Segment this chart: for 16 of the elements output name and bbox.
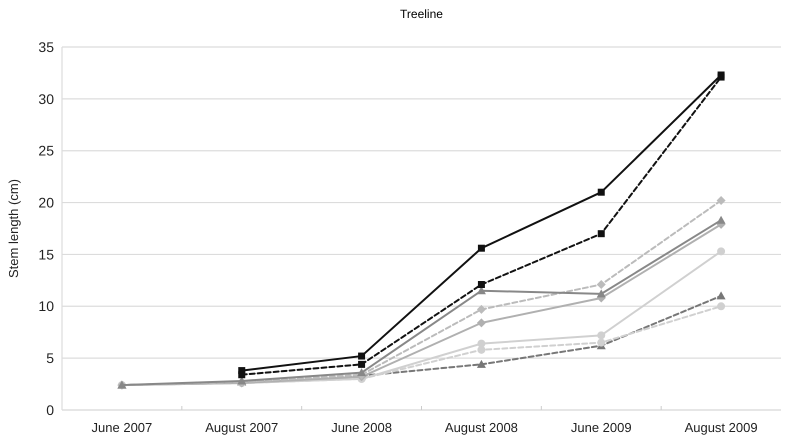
y-tick-label: 10 bbox=[38, 298, 54, 314]
x-tick-label: June 2008 bbox=[331, 420, 392, 435]
x-tick-label: August 2008 bbox=[444, 420, 518, 435]
chart-title: Treeline bbox=[400, 7, 444, 21]
x-tick-label: June 2009 bbox=[570, 420, 632, 435]
y-tick-label: 35 bbox=[38, 38, 54, 55]
y-tick-label: 5 bbox=[46, 350, 54, 366]
x-tick-label: August 2009 bbox=[684, 420, 758, 435]
y-tick-label: 0 bbox=[46, 402, 54, 418]
y-tick-label: 30 bbox=[38, 90, 54, 107]
x-tick-label: August 2007 bbox=[205, 420, 278, 435]
y-tick-label: 20 bbox=[38, 194, 54, 210]
y-axis-title: Stem length (cm) bbox=[6, 179, 21, 278]
y-tick-label: 25 bbox=[38, 142, 54, 159]
x-tick-label: June 2007 bbox=[92, 420, 152, 435]
y-tick-label: 15 bbox=[38, 246, 54, 262]
